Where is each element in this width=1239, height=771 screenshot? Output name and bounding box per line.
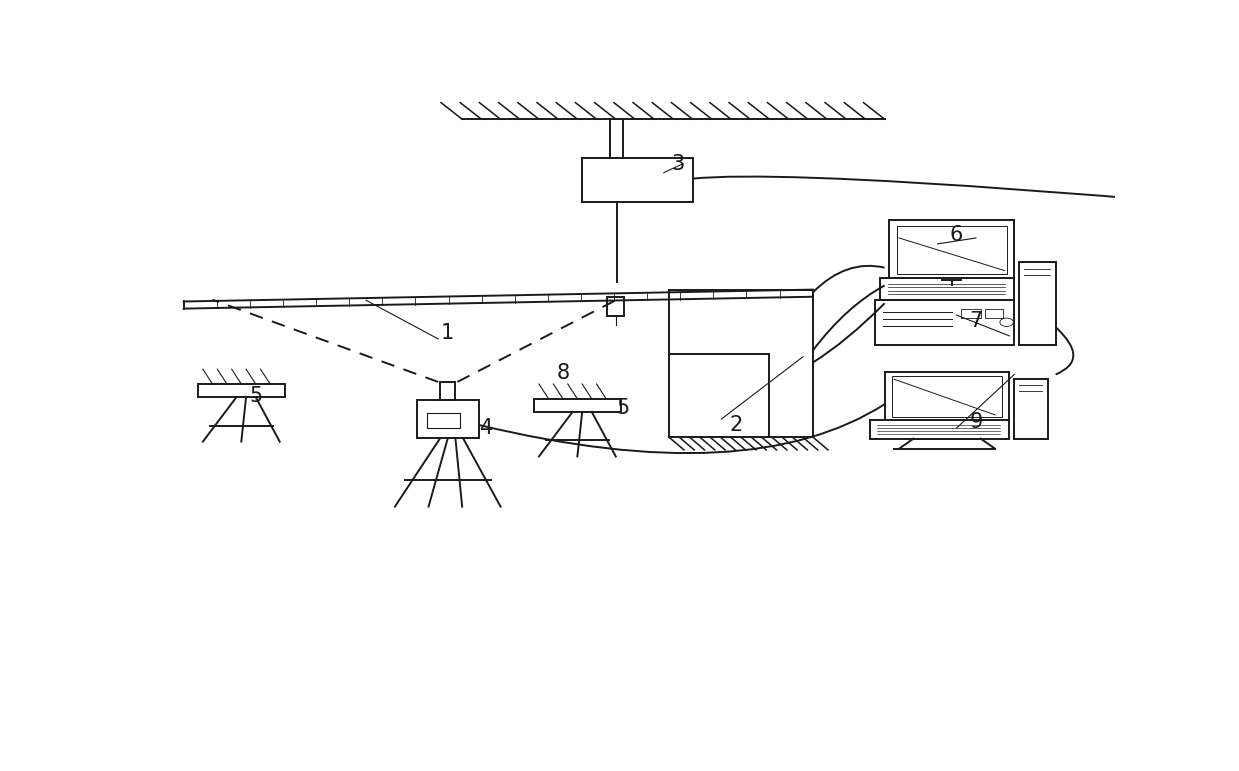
FancyBboxPatch shape: [897, 226, 1006, 274]
FancyBboxPatch shape: [426, 413, 460, 428]
FancyBboxPatch shape: [885, 372, 1010, 422]
Text: 5: 5: [617, 399, 631, 419]
Text: 2: 2: [730, 415, 742, 435]
FancyBboxPatch shape: [875, 300, 1015, 345]
FancyBboxPatch shape: [870, 419, 1010, 439]
Text: 9: 9: [969, 412, 983, 432]
Text: 6: 6: [950, 225, 964, 245]
FancyBboxPatch shape: [416, 399, 479, 439]
FancyBboxPatch shape: [534, 399, 621, 412]
Text: 8: 8: [556, 362, 570, 382]
FancyBboxPatch shape: [890, 221, 1015, 280]
FancyBboxPatch shape: [880, 278, 1015, 300]
Text: 3: 3: [672, 153, 685, 173]
FancyBboxPatch shape: [607, 297, 624, 316]
Text: 1: 1: [441, 323, 455, 343]
Text: 4: 4: [479, 418, 493, 438]
Text: 5: 5: [249, 386, 263, 406]
Text: 7: 7: [969, 311, 983, 331]
FancyBboxPatch shape: [892, 376, 1002, 417]
FancyBboxPatch shape: [1018, 261, 1056, 345]
FancyBboxPatch shape: [985, 308, 1002, 318]
FancyBboxPatch shape: [582, 158, 693, 202]
FancyBboxPatch shape: [1015, 379, 1048, 439]
FancyBboxPatch shape: [961, 308, 981, 318]
FancyBboxPatch shape: [198, 384, 285, 397]
